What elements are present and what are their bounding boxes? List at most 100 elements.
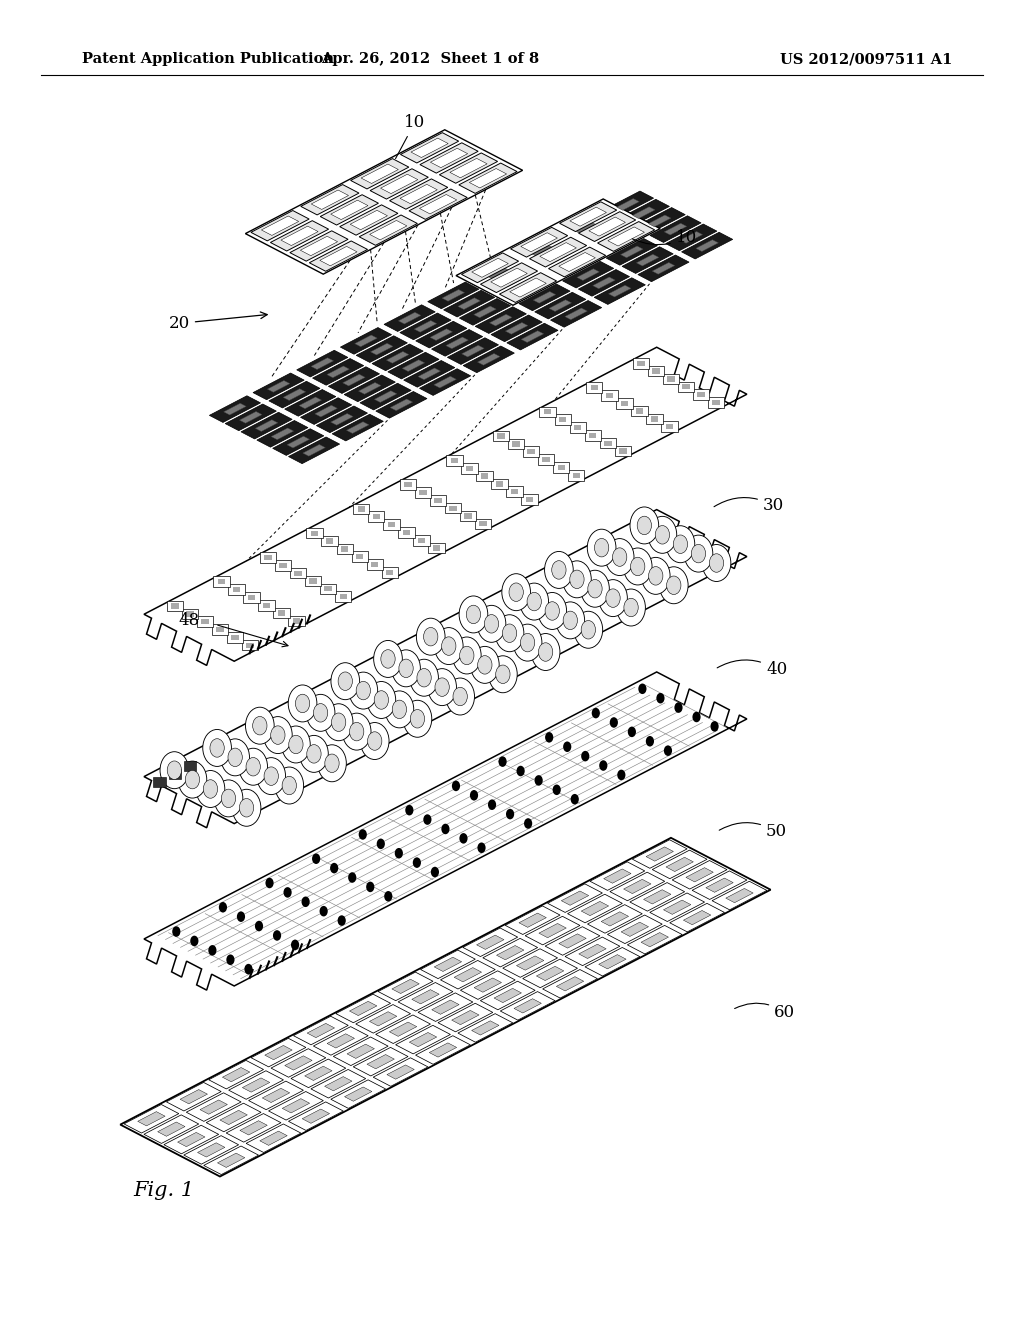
Polygon shape — [650, 215, 701, 243]
Polygon shape — [538, 454, 554, 465]
Polygon shape — [672, 861, 727, 890]
Polygon shape — [367, 1055, 394, 1069]
Circle shape — [630, 507, 658, 544]
Polygon shape — [706, 878, 733, 892]
Circle shape — [477, 606, 506, 643]
Polygon shape — [474, 978, 502, 993]
Polygon shape — [692, 871, 746, 899]
Polygon shape — [713, 400, 720, 405]
Polygon shape — [241, 412, 292, 440]
Polygon shape — [399, 479, 416, 490]
Polygon shape — [389, 1022, 417, 1036]
Circle shape — [349, 722, 364, 741]
Text: Fig. 1: Fig. 1 — [133, 1181, 195, 1200]
Polygon shape — [480, 263, 538, 293]
Circle shape — [428, 669, 457, 706]
Polygon shape — [319, 247, 357, 265]
Polygon shape — [206, 1104, 261, 1131]
Circle shape — [392, 649, 421, 686]
Polygon shape — [269, 381, 321, 408]
Polygon shape — [604, 869, 631, 883]
Circle shape — [605, 539, 634, 576]
Polygon shape — [434, 957, 462, 972]
Circle shape — [470, 647, 499, 684]
Polygon shape — [474, 306, 497, 318]
Polygon shape — [614, 446, 631, 457]
Polygon shape — [415, 321, 436, 333]
Circle shape — [516, 766, 524, 776]
Circle shape — [197, 771, 225, 808]
Circle shape — [265, 878, 273, 888]
Circle shape — [655, 525, 670, 544]
Circle shape — [460, 833, 468, 843]
Circle shape — [399, 659, 414, 677]
Polygon shape — [263, 603, 270, 609]
Polygon shape — [545, 927, 600, 956]
Polygon shape — [537, 966, 564, 981]
Polygon shape — [652, 850, 707, 879]
Circle shape — [246, 708, 274, 744]
Polygon shape — [650, 416, 658, 421]
Polygon shape — [335, 591, 351, 602]
Circle shape — [502, 574, 530, 611]
Polygon shape — [303, 445, 326, 457]
Circle shape — [214, 780, 243, 817]
Polygon shape — [559, 214, 610, 240]
Polygon shape — [370, 169, 428, 199]
Polygon shape — [220, 1110, 248, 1125]
Polygon shape — [197, 616, 213, 627]
Circle shape — [441, 636, 456, 655]
Polygon shape — [329, 367, 380, 393]
Circle shape — [410, 659, 438, 696]
Circle shape — [477, 842, 485, 853]
Polygon shape — [258, 601, 274, 611]
Polygon shape — [621, 246, 643, 257]
Circle shape — [367, 882, 375, 892]
Polygon shape — [643, 890, 671, 904]
Polygon shape — [496, 482, 503, 487]
Polygon shape — [386, 570, 393, 576]
Circle shape — [664, 746, 672, 756]
Circle shape — [563, 611, 578, 630]
Circle shape — [496, 615, 524, 652]
Polygon shape — [283, 1098, 309, 1113]
Polygon shape — [400, 132, 459, 162]
Polygon shape — [633, 358, 649, 368]
Circle shape — [624, 598, 638, 616]
Polygon shape — [204, 1146, 259, 1175]
Polygon shape — [144, 347, 746, 665]
Polygon shape — [351, 552, 368, 562]
Polygon shape — [180, 1089, 208, 1104]
Circle shape — [423, 814, 431, 825]
Circle shape — [172, 927, 180, 937]
Polygon shape — [591, 230, 642, 257]
Polygon shape — [665, 223, 687, 235]
Polygon shape — [708, 397, 724, 408]
Polygon shape — [678, 381, 694, 392]
Polygon shape — [512, 441, 520, 446]
Polygon shape — [561, 891, 589, 906]
Polygon shape — [271, 1048, 326, 1077]
Polygon shape — [212, 624, 228, 635]
Circle shape — [628, 726, 636, 737]
Polygon shape — [636, 408, 643, 413]
Polygon shape — [171, 603, 178, 609]
Polygon shape — [553, 462, 569, 473]
Polygon shape — [359, 215, 418, 246]
Polygon shape — [618, 199, 670, 226]
Polygon shape — [281, 226, 318, 246]
Circle shape — [255, 921, 263, 932]
Polygon shape — [569, 422, 586, 433]
Polygon shape — [434, 376, 457, 388]
Polygon shape — [490, 268, 527, 288]
Polygon shape — [267, 380, 290, 392]
Circle shape — [599, 579, 628, 616]
Polygon shape — [340, 594, 347, 599]
Polygon shape — [360, 383, 412, 411]
Polygon shape — [573, 222, 596, 234]
Circle shape — [288, 685, 316, 722]
Polygon shape — [529, 244, 552, 256]
Polygon shape — [479, 521, 486, 527]
Circle shape — [702, 545, 731, 582]
Circle shape — [453, 638, 481, 675]
